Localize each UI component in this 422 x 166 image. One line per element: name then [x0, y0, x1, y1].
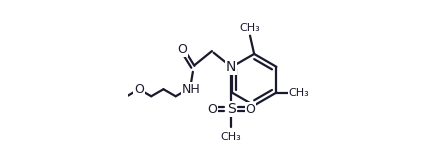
Text: O: O: [207, 103, 217, 116]
Text: O: O: [245, 103, 255, 116]
Text: CH₃: CH₃: [221, 131, 241, 142]
Text: NH: NH: [182, 83, 200, 96]
Text: S: S: [227, 102, 235, 116]
Text: CH₃: CH₃: [289, 87, 309, 98]
Text: N: N: [226, 60, 236, 74]
Text: O: O: [177, 43, 187, 56]
Text: CH₃: CH₃: [239, 23, 260, 33]
Text: O: O: [134, 83, 144, 96]
